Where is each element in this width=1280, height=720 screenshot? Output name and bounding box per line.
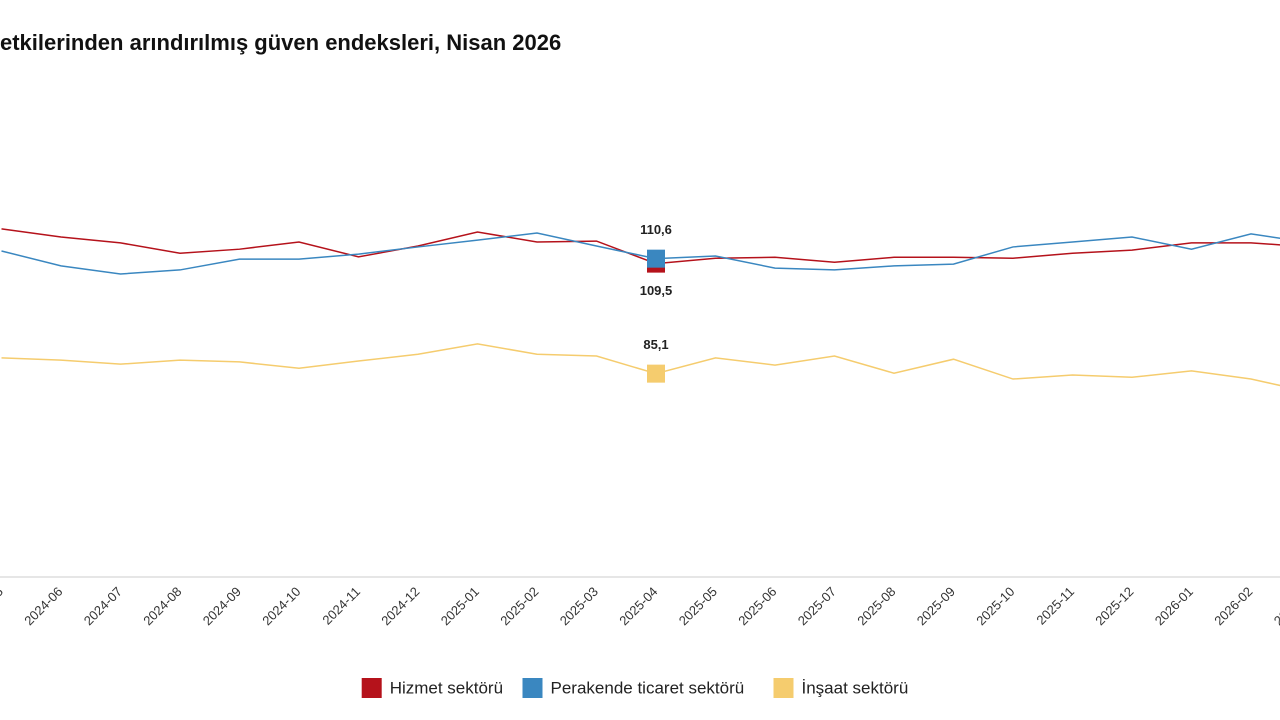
x-tick-label: 2025-05 xyxy=(676,584,720,628)
x-tick-label: 2024-10 xyxy=(259,584,303,628)
x-tick-label: 2024-09 xyxy=(200,584,244,628)
x-tick-label: 2025-07 xyxy=(795,584,839,628)
x-tick-label: 2026-01 xyxy=(1152,584,1196,628)
legend-label: İnşaat sektörü xyxy=(802,678,909,697)
x-tick-label: 2025-03 xyxy=(557,584,601,628)
x-tick-label: 2025-08 xyxy=(854,584,898,628)
x-tick-label: 2025-04 xyxy=(616,584,660,628)
chart-title: etkilerinden arındırılmış güven endeksle… xyxy=(0,30,561,55)
x-tick-label: 2025-10 xyxy=(973,584,1017,628)
x-tick-label: 2024-08 xyxy=(140,584,184,628)
x-tick-label: 2024-06 xyxy=(21,584,65,628)
data-label: 109,5 xyxy=(640,283,673,298)
x-tick-label: 2026-03 xyxy=(1271,584,1280,628)
x-tick-label: 2026-02 xyxy=(1211,584,1255,628)
x-tick-label: 2025-01 xyxy=(438,584,482,628)
x-tick-label: 2024-07 xyxy=(81,584,125,628)
x-tick-label: 2025-02 xyxy=(497,584,541,628)
highlight-marker xyxy=(647,364,665,383)
data-label: 85,1 xyxy=(643,337,668,352)
x-tick-label: 2025-09 xyxy=(914,584,958,628)
x-tick-label: 2025-12 xyxy=(1092,584,1136,628)
series-line xyxy=(1,232,1280,275)
series-line xyxy=(1,343,1280,387)
x-tick-label: 2024-12 xyxy=(378,584,422,628)
legend-swatch xyxy=(361,678,382,698)
legend-label: Hizmet sektörü xyxy=(390,678,503,697)
data-label: 110,6 xyxy=(640,222,672,237)
x-tick-label: 2024-05 xyxy=(0,584,6,628)
legend-swatch xyxy=(773,678,794,698)
legend-label: Perakende ticaret sektörü xyxy=(551,678,745,697)
legend-swatch xyxy=(522,678,543,698)
x-tick-label: 2025-11 xyxy=(1033,584,1077,628)
x-tick-label: 2024-11 xyxy=(319,584,363,628)
x-tick-label: 2025-06 xyxy=(735,584,779,628)
highlight-marker xyxy=(647,249,665,268)
